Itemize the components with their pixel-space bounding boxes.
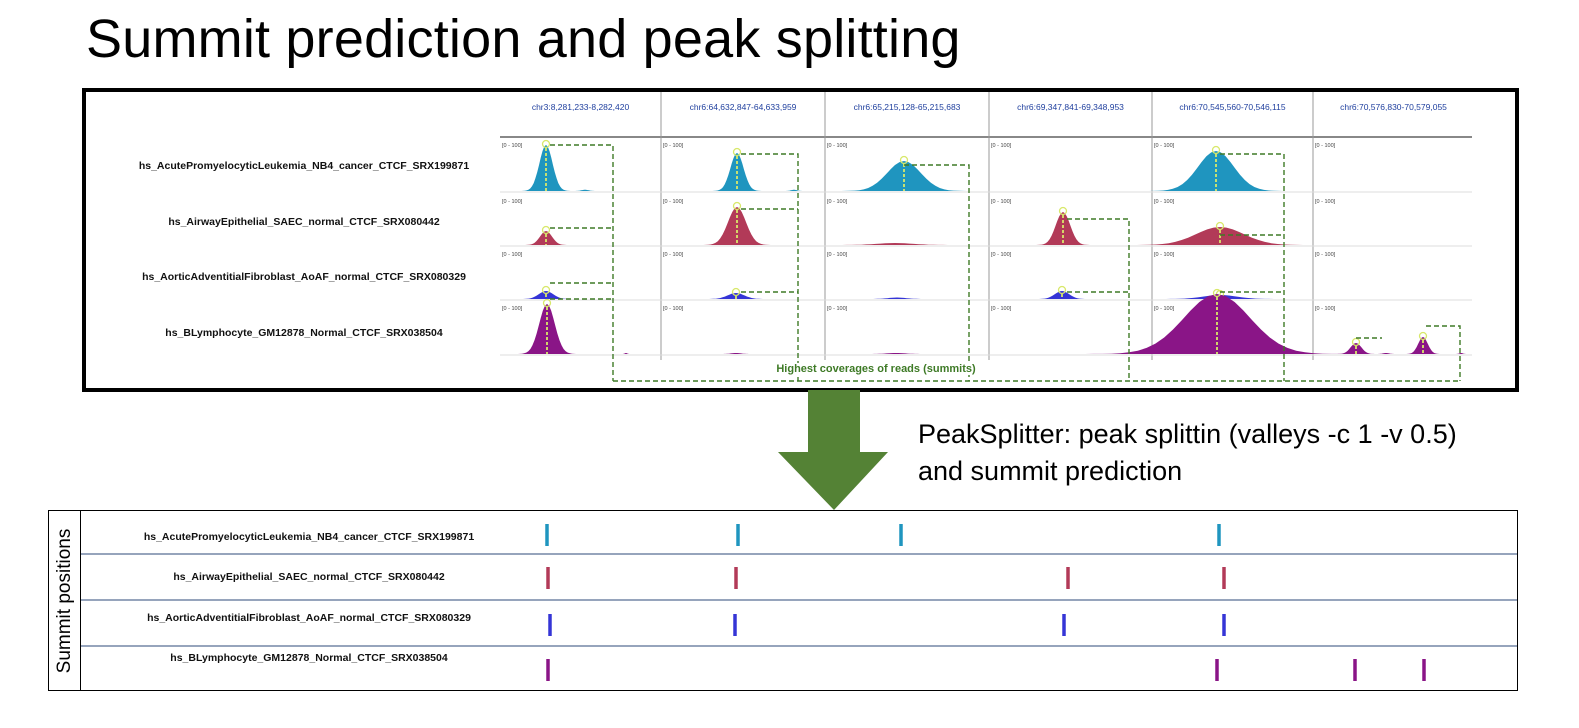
data-range-label: [0 - 100] xyxy=(663,199,684,205)
data-range-label: [0 - 100] xyxy=(663,252,684,258)
data-range-label: [0 - 100] xyxy=(1315,306,1336,312)
data-range-label: [0 - 100] xyxy=(827,252,848,258)
summit-connector xyxy=(1426,325,1461,381)
track-label: hs_AorticAdventitialFibroblast_AoAF_norm… xyxy=(142,271,466,283)
method-description: PeakSplitter: peak splittin (valleys -c … xyxy=(918,419,1457,486)
data-range-label: [0 - 100] xyxy=(1315,143,1336,149)
summit-circle xyxy=(1212,288,1222,298)
data-range-label: [0 - 100] xyxy=(1315,252,1336,258)
coverage-peak xyxy=(860,353,932,354)
data-range-label: [0 - 100] xyxy=(827,306,848,312)
data-range-label: [0 - 100] xyxy=(1154,143,1175,149)
row-label: hs_AorticAdventitialFibroblast_AoAF_norm… xyxy=(147,612,471,624)
summit-circle xyxy=(732,201,742,211)
coverage-peak xyxy=(1374,353,1398,354)
summit-positions-table: Summit positions hs_AcutePromyelocyticLe… xyxy=(48,510,1518,691)
summit-circle xyxy=(541,139,551,149)
data-range-label: [0 - 100] xyxy=(502,252,523,258)
page-title: Summit prediction and peak splitting xyxy=(86,9,961,69)
track-label: hs_AcutePromyelocyticLeukemia_NB4_cancer… xyxy=(138,160,470,172)
coverage-peak xyxy=(522,231,570,245)
summit-circle xyxy=(542,298,552,308)
summit-circle xyxy=(1215,221,1225,231)
data-range-label: [0 - 100] xyxy=(827,199,848,205)
data-range-label: [0 - 100] xyxy=(991,306,1012,312)
data-range-label: [0 - 100] xyxy=(1154,306,1175,312)
data-range-label: [0 - 100] xyxy=(991,199,1012,205)
coverage-peak xyxy=(1034,212,1092,245)
summit-connector xyxy=(741,153,799,381)
summit-circle xyxy=(541,285,551,295)
data-range-label: [0 - 100] xyxy=(663,143,684,149)
data-range-label: [0 - 100] xyxy=(502,306,523,312)
summit-connector xyxy=(550,144,614,381)
row-label: hs_BLymphocyte_GM12878_Normal_CTCF_SRX03… xyxy=(170,652,448,664)
summit-positions-side-header: Summit positions xyxy=(49,511,81,690)
summit-circle xyxy=(1211,145,1221,155)
coverage-peak xyxy=(716,353,756,354)
locus-label: chr3:8,281,233-8,282,420 xyxy=(531,102,630,112)
coverage-peak xyxy=(1453,353,1469,354)
summit-position-grid xyxy=(81,524,1517,681)
track-label: hs_AirwayEpithelial_SAEC_normal_CTCF_SRX… xyxy=(168,216,440,228)
coverage-peak xyxy=(823,243,967,245)
locus-label: chr6:70,576,830-70,579,055 xyxy=(1340,102,1447,112)
row-label: hs_AcutePromyelocyticLeukemia_NB4_cancer… xyxy=(143,531,475,543)
summit-circle xyxy=(1057,285,1067,295)
data-range-label: [0 - 100] xyxy=(991,252,1012,258)
summit-circle xyxy=(541,225,551,235)
summit-connector xyxy=(904,164,970,381)
data-range-label: [0 - 100] xyxy=(1154,199,1175,205)
data-range-label: [0 - 100] xyxy=(827,143,848,149)
summit-positions-label: Summit positions xyxy=(54,528,75,674)
coverage-peak xyxy=(782,189,806,191)
track-label: hs_BLymphocyte_GM12878_Normal_CTCF_SRX03… xyxy=(165,327,443,339)
coverage-peak xyxy=(570,189,600,191)
data-range-label: [0 - 100] xyxy=(663,306,684,312)
summit-circle xyxy=(732,147,742,157)
coverage-tracks xyxy=(500,92,1472,382)
coverage-peak xyxy=(861,297,933,299)
summit-annotation: Highest coverages of reads (summits) xyxy=(773,363,979,375)
locus-label: chr6:64,632,847-64,633,959 xyxy=(689,102,797,112)
summit-connector xyxy=(1067,218,1130,381)
summit-circle xyxy=(731,287,741,297)
data-range-label: [0 - 100] xyxy=(1154,252,1175,258)
row-label: hs_AirwayEpithelial_SAEC_normal_CTCF_SRX… xyxy=(173,571,445,583)
data-range-label: [0 - 100] xyxy=(502,199,523,205)
locus-label: chr6:69,347,841-69,348,953 xyxy=(1017,102,1124,112)
summit-circle xyxy=(1418,331,1428,341)
summit-connector xyxy=(1220,153,1285,381)
summit-circle xyxy=(1058,206,1068,216)
summit-circle xyxy=(899,155,909,165)
locus-label: chr6:70,545,560-70,546,115 xyxy=(1179,102,1286,112)
data-range-label: [0 - 100] xyxy=(502,143,523,149)
coverage-peak xyxy=(621,353,631,354)
data-range-label: [0 - 100] xyxy=(991,143,1012,149)
data-range-label: [0 - 100] xyxy=(1315,199,1336,205)
genome-browser-panel: chr3:8,281,233-8,282,420 chr6:64,632,847-… xyxy=(82,88,1519,392)
down-arrow-icon xyxy=(778,390,888,510)
locus-label: chr6:65,215,128-65,215,683 xyxy=(853,102,961,112)
